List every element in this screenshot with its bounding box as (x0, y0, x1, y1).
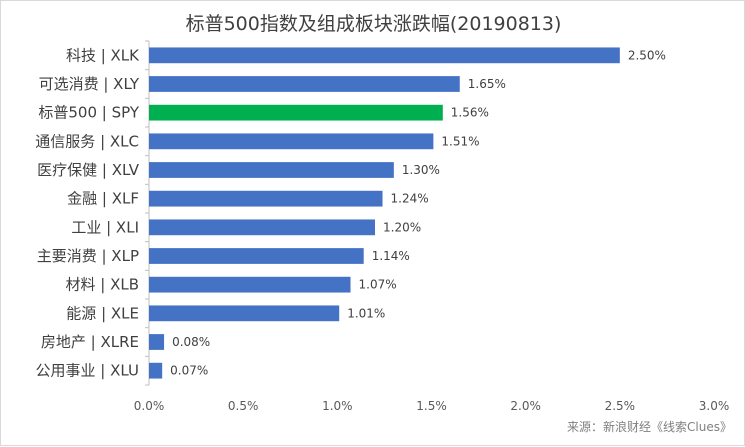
category-label: 通信服务 | XLC (35, 132, 139, 150)
category-label: 科技 | XLK (66, 46, 140, 64)
bar-3 (149, 133, 434, 150)
value-label: 1.65% (468, 77, 506, 91)
category-label: 可选消费 | XLY (39, 75, 140, 93)
x-tick-label: 3.0% (699, 399, 730, 413)
value-label: 1.01% (347, 306, 385, 320)
value-label: 1.56% (451, 106, 489, 120)
bar-5 (149, 190, 383, 207)
category-label: 公用事业 | XLU (36, 362, 139, 380)
x-tick-label: 2.5% (605, 399, 636, 413)
x-tick-label: 1.5% (416, 399, 447, 413)
bar-8 (149, 276, 351, 293)
value-label: 1.14% (372, 249, 410, 263)
category-label: 房地产 | XLRE (41, 333, 139, 351)
category-label: 能源 | XLE (66, 304, 139, 322)
x-tick-label: 1.0% (322, 399, 353, 413)
chart-title: 标普500指数及组成板块涨跌幅(20190813) (185, 13, 562, 35)
value-label: 1.24% (391, 192, 429, 206)
x-tick-label: 0.0% (134, 399, 165, 413)
bar-2 (149, 104, 443, 121)
category-label: 主要消费 | XLP (37, 247, 139, 265)
bar-4 (149, 162, 394, 178)
bar-7 (149, 248, 364, 264)
category-label: 医疗保健 | XLV (37, 161, 140, 179)
bar-1 (149, 76, 460, 92)
category-label: 金融 | XLF (67, 190, 139, 208)
x-tick-label: 2.0% (510, 399, 541, 413)
value-label: 0.08% (172, 335, 210, 349)
bar-0 (149, 47, 620, 64)
bar-10 (149, 334, 165, 350)
value-label: 0.07% (170, 364, 208, 378)
x-tick-label: 0.5% (228, 399, 259, 413)
bar-9 (149, 305, 340, 322)
value-label: 2.50% (628, 48, 666, 62)
value-label: 1.30% (402, 163, 440, 177)
value-label: 1.07% (359, 278, 397, 292)
value-label: 1.20% (383, 220, 421, 234)
category-label: 标普500 | SPY (38, 104, 139, 122)
bar-11 (149, 362, 163, 379)
category-label: 工业 | XLI (71, 218, 139, 236)
source-note: 来源：新浪财经《线索Clues》 (567, 420, 732, 434)
bar-6 (149, 219, 375, 236)
value-label: 1.51% (441, 134, 479, 148)
category-label: 材料 | XLB (65, 276, 139, 294)
